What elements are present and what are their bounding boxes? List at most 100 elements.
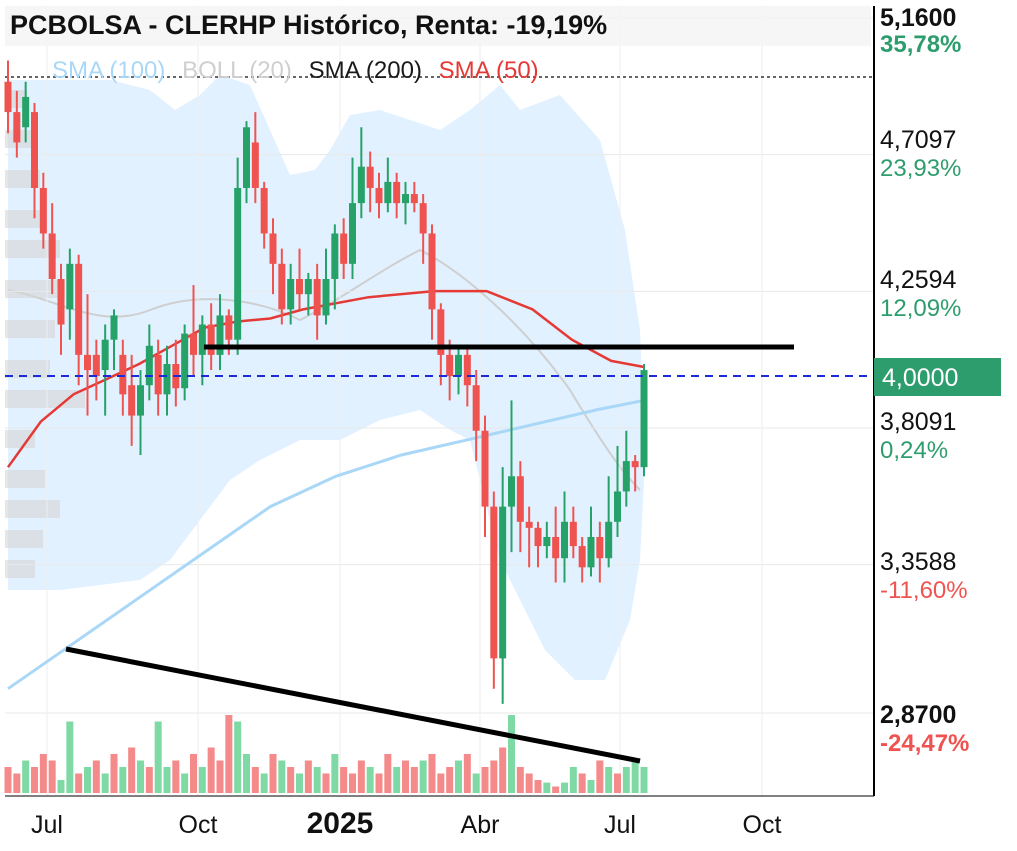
volume-bar [472,773,480,793]
volume-bar [437,773,445,793]
volume-bar [13,773,21,793]
volume-bar [154,721,162,793]
volume-bar [384,754,392,793]
candle-body [472,385,480,431]
candle-body [181,333,189,389]
volume-bar [172,760,180,793]
volume-bar [349,773,356,793]
candle-body [393,181,401,204]
volume-profile-bar [5,530,43,548]
candle-body [39,187,47,234]
candle-body [578,546,586,568]
candle-body [322,279,330,316]
candle-body [313,279,321,316]
y-axis-percent-label: -11,60% [880,577,968,604]
volume-bar [516,767,524,793]
volume-bar [190,754,197,793]
candle-body [525,521,533,528]
candle-body [552,536,560,559]
sma100-line [7,398,645,690]
volume-bar [163,767,171,793]
candle-body [340,233,348,264]
volume-bar [331,754,339,793]
volume-bar [260,773,268,793]
volume-bar [119,767,127,793]
candle-body [596,536,604,559]
legend-sma200[interactable]: SMA (200) [308,57,422,84]
volume-bar [84,767,91,793]
y-axis-price-label: 4,7097 [880,126,956,154]
volume-bar [48,760,56,793]
candle-body [366,166,374,188]
candle-body [455,354,462,377]
volume-profile-bar [5,360,50,378]
x-axis-label: Oct [179,811,218,839]
candle-body [561,521,568,559]
volume-bar [304,760,312,793]
volume-bar [622,767,630,793]
candle-body [163,363,171,395]
volume-bar [455,760,462,793]
volume-bar [234,721,242,793]
volume-bar [57,780,65,793]
x-axis-label: Jul [31,811,63,839]
candle-body [508,476,515,507]
candle-body [207,324,215,355]
candle-body [110,315,118,340]
candle-body [640,370,648,468]
legend-boll20[interactable]: BOLL (20) [182,57,292,84]
x-axis-label: 2025 [307,807,374,840]
volume-bar [39,754,47,793]
candle-body [48,233,56,280]
y-axis-price-label: 5,1600 [880,4,956,32]
candle-body [587,536,595,568]
y-axis-percent-label: 0,24% [880,437,948,464]
candle-body [499,506,507,659]
legend-sma50[interactable]: SMA (50) [438,57,539,84]
candle-body [154,354,162,395]
volume-bar [366,767,374,793]
volume-bar [525,773,533,793]
volume-bar [31,767,38,793]
volume-bar [402,760,409,793]
legend-sma100[interactable]: SMA (100) [52,57,166,84]
volume-bar [508,715,515,793]
volume-bar [605,767,613,793]
volume-bar [110,754,118,793]
candle-body [137,385,144,416]
volume-profile-bar [5,470,45,488]
y-axis-percent-label: 35,78% [880,31,961,58]
candle-body [287,279,295,310]
volume-bar [640,767,648,793]
candle-body [243,127,250,188]
candle-body [357,166,365,204]
candle-body [31,112,38,188]
candle-body [631,461,639,468]
volume-trend-line[interactable] [65,646,641,764]
volume-bar [278,760,286,793]
volume-bar [499,747,507,793]
candle-body [402,194,409,204]
x-axis-label: Oct [743,811,782,839]
y-axis-price-label: 2,8700 [880,701,956,729]
volume-bar [543,782,551,793]
volume-bar [481,767,489,793]
volume-bars [4,715,648,793]
candle-body [190,333,197,355]
candle-body [101,339,109,371]
volume-bar [614,773,621,793]
volume-bar [225,715,233,793]
volume-bar [393,767,401,793]
candle-body [516,476,524,522]
volume-bar [631,760,639,793]
candle-body [278,263,286,310]
candle-body [410,194,418,204]
volume-bar [561,782,568,793]
y-axis-price-label: 3,3588 [880,548,956,576]
candle-body [145,345,153,386]
volume-bar [552,786,560,793]
candle-body [428,233,436,310]
candle-body [375,187,383,204]
volume-bar [287,767,295,793]
